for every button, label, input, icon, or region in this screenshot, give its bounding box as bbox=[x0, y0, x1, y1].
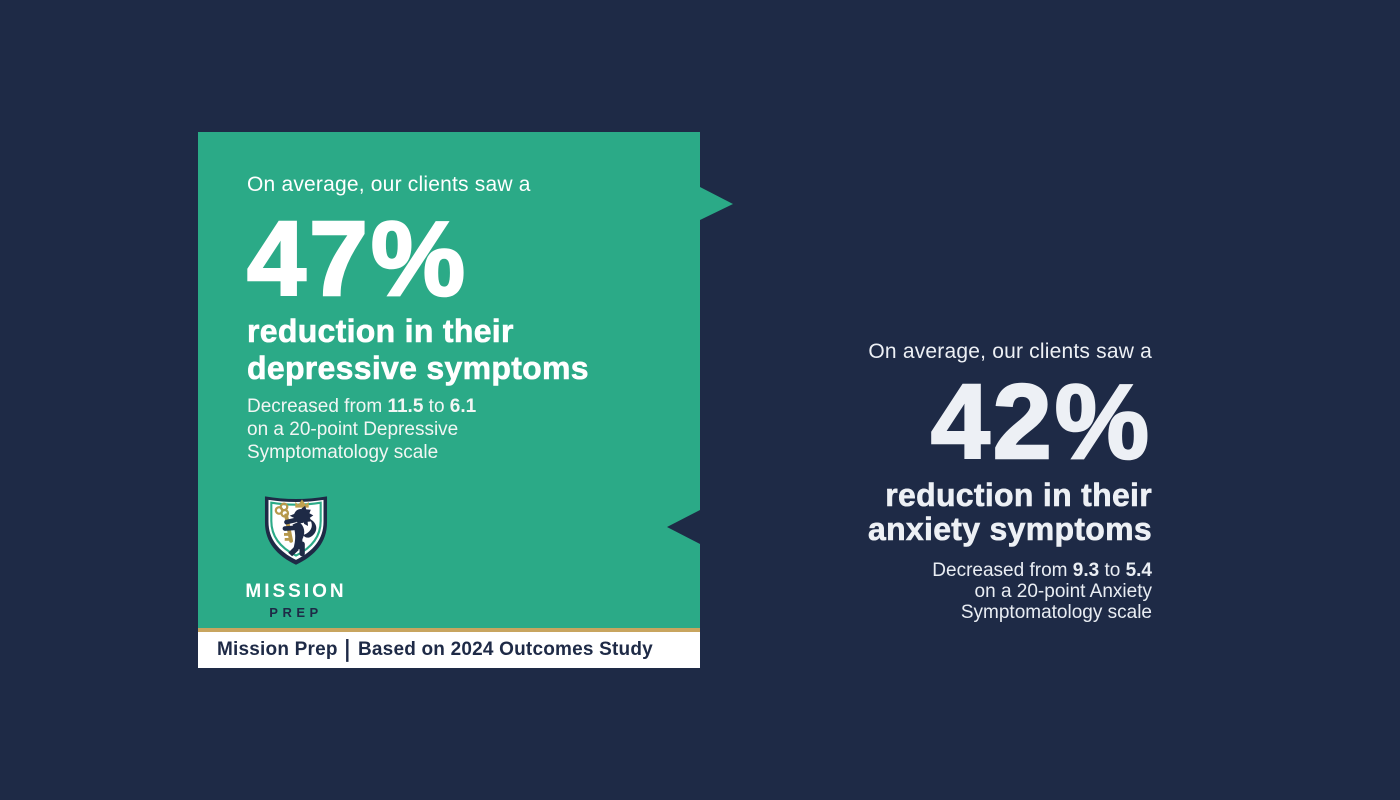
detail-mid: to bbox=[423, 396, 450, 417]
footer-caption: Based on 2024 Outcomes Study bbox=[357, 639, 653, 660]
panel-headline-line2: anxiety symptoms bbox=[867, 511, 1152, 547]
card-headline: reduction in their depressive symptoms bbox=[247, 313, 660, 387]
detail-to-value: 6.1 bbox=[449, 396, 477, 417]
logo-wordmark-prep: PREP bbox=[269, 605, 323, 620]
panel-detail-line1: Decreased from 9.3 to 5.4 bbox=[712, 560, 1152, 581]
card-headline-line1: reduction in their bbox=[247, 313, 514, 350]
detail-prefix: Decreased from bbox=[247, 396, 388, 417]
detail-from-value: 9.3 bbox=[1072, 560, 1100, 581]
panel-detail-text: Decreased from 9.3 to 5.4 on a 20-point … bbox=[712, 560, 1152, 623]
detail-to-value: 5.4 bbox=[1125, 560, 1152, 581]
depression-reduction-stat: 47% bbox=[246, 200, 469, 318]
footer-brand: Mission Prep bbox=[217, 639, 338, 660]
anxiety-reduction-stat: 42% bbox=[930, 363, 1152, 481]
card-intro-text: On average, our clients saw a bbox=[247, 173, 531, 196]
card-detail-text: Decreased from 11.5 to 6.1 on a 20-point… bbox=[247, 395, 660, 464]
speech-tail-right-icon bbox=[700, 187, 733, 220]
logo-wordmark-mission: MISSION bbox=[245, 581, 347, 602]
card-detail-line2: on a 20-point Depressive bbox=[247, 419, 459, 440]
panel-detail-line2: on a 20-point Anxiety bbox=[974, 581, 1152, 602]
crown-icon bbox=[295, 499, 309, 508]
panel-headline-line1: reduction in their bbox=[885, 477, 1152, 513]
panel-intro-text: On average, our clients saw a bbox=[868, 340, 1152, 363]
depression-stat-card-body: On average, our clients saw a 47% reduct… bbox=[198, 132, 700, 628]
detail-from-value: 11.5 bbox=[387, 396, 424, 417]
detail-mid: to bbox=[1099, 560, 1126, 581]
panel-headline: reduction in their anxiety symptoms bbox=[712, 477, 1152, 547]
gold-divider bbox=[198, 628, 700, 632]
mission-prep-logo: MISSION PREP bbox=[240, 490, 352, 620]
detail-prefix: Decreased from bbox=[932, 560, 1073, 581]
card-headline-line2: depressive symptoms bbox=[247, 350, 589, 387]
shield-icon bbox=[264, 496, 328, 565]
card-detail-line1: Decreased from 11.5 to 6.1 bbox=[247, 395, 660, 418]
speech-tail-left-icon bbox=[667, 510, 700, 544]
anxiety-stat-panel: On average, our clients saw a 42% reduct… bbox=[712, 340, 1152, 623]
card-footer: Mission Prep | Based on 2024 Outcomes St… bbox=[198, 632, 700, 668]
card-detail-line3: Symptomatology scale bbox=[247, 442, 439, 463]
lion-icon bbox=[282, 505, 317, 557]
panel-detail-line3: Symptomatology scale bbox=[960, 602, 1152, 623]
footer-separator: | bbox=[344, 636, 350, 663]
depression-stat-card: On average, our clients saw a 47% reduct… bbox=[198, 132, 733, 668]
